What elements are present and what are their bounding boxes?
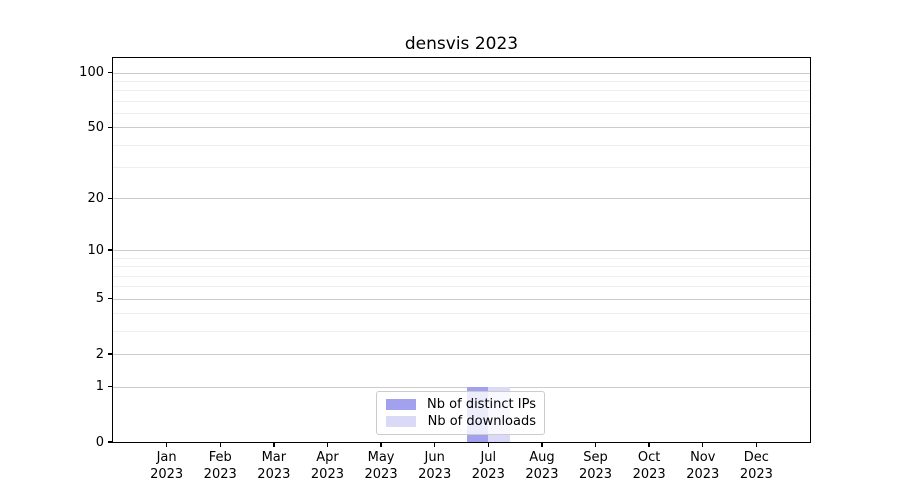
x-tick-label: Mar 2023 <box>257 450 291 482</box>
y-tick-label: 5 <box>95 291 104 307</box>
y-tick-label: 1 <box>95 379 104 395</box>
legend-swatch-icon <box>386 399 416 410</box>
legend-entry: Nb of distinct IPs <box>385 397 536 412</box>
major-gridline <box>113 198 810 200</box>
x-tick <box>380 442 382 447</box>
x-tick-label: Dec 2023 <box>739 450 773 482</box>
major-gridline <box>113 127 810 129</box>
x-tick-label: May 2023 <box>364 450 398 482</box>
x-tick-label: Apr 2023 <box>310 450 344 482</box>
y-tick-label: 100 <box>79 65 104 81</box>
minor-gridline <box>113 81 810 83</box>
major-gridline <box>113 386 810 388</box>
minor-gridline <box>113 90 810 92</box>
x-tick-label: Nov 2023 <box>686 450 720 482</box>
x-tick <box>702 442 704 447</box>
minor-gridline <box>113 113 810 115</box>
minor-gridline <box>113 100 810 102</box>
legend-label: Nb of downloads <box>427 414 536 429</box>
minor-gridline <box>113 286 810 288</box>
x-tick-label: Jan 2023 <box>150 450 184 482</box>
x-tick-label: Sep 2023 <box>578 450 613 482</box>
y-tick <box>108 385 113 388</box>
y-tick <box>108 249 113 251</box>
x-tick <box>273 442 275 447</box>
chart-title: densvis 2023 <box>404 34 519 54</box>
y-tick <box>108 197 113 200</box>
x-tick <box>433 442 436 447</box>
y-tick-label: 10 <box>87 242 104 258</box>
x-tick <box>487 442 489 447</box>
x-tick-label: Oct 2023 <box>632 450 666 482</box>
minor-gridline <box>113 275 810 277</box>
y-tick <box>108 72 113 74</box>
x-tick-label: Aug 2023 <box>525 450 559 482</box>
x-tick <box>755 442 758 447</box>
major-gridline <box>113 354 810 356</box>
x-tick <box>648 442 650 447</box>
x-tick <box>219 442 221 447</box>
x-tick-label: Jun 2023 <box>418 450 452 482</box>
legend-swatch-icon <box>386 416 416 427</box>
y-tick <box>108 441 113 443</box>
x-tick-label: Feb 2023 <box>203 450 237 482</box>
major-gridline <box>113 250 810 252</box>
x-tick <box>326 442 329 447</box>
y-tick <box>108 297 113 300</box>
minor-gridline <box>113 313 810 315</box>
legend: Nb of distinct IPs Nb of downloads <box>376 391 545 435</box>
y-tick <box>108 353 113 355</box>
y-tick-label: 20 <box>87 190 104 206</box>
major-gridline <box>113 298 810 300</box>
minor-gridline <box>113 257 810 259</box>
legend-label: Nb of distinct IPs <box>427 397 536 412</box>
minor-gridline <box>113 144 810 146</box>
minor-gridline <box>113 167 810 169</box>
y-tick <box>108 126 113 129</box>
plot-area <box>113 58 810 442</box>
minor-gridline <box>113 331 810 333</box>
x-tick <box>594 442 597 447</box>
major-gridline <box>113 72 810 74</box>
x-tick <box>165 442 168 447</box>
y-tick-label: 0 <box>95 434 104 450</box>
minor-gridline <box>113 266 810 268</box>
x-tick-label: Jul 2023 <box>471 450 505 482</box>
legend-entry: Nb of downloads <box>385 414 536 429</box>
x-tick <box>541 442 543 447</box>
y-tick-label: 2 <box>95 346 104 362</box>
y-tick-label: 50 <box>87 119 104 135</box>
